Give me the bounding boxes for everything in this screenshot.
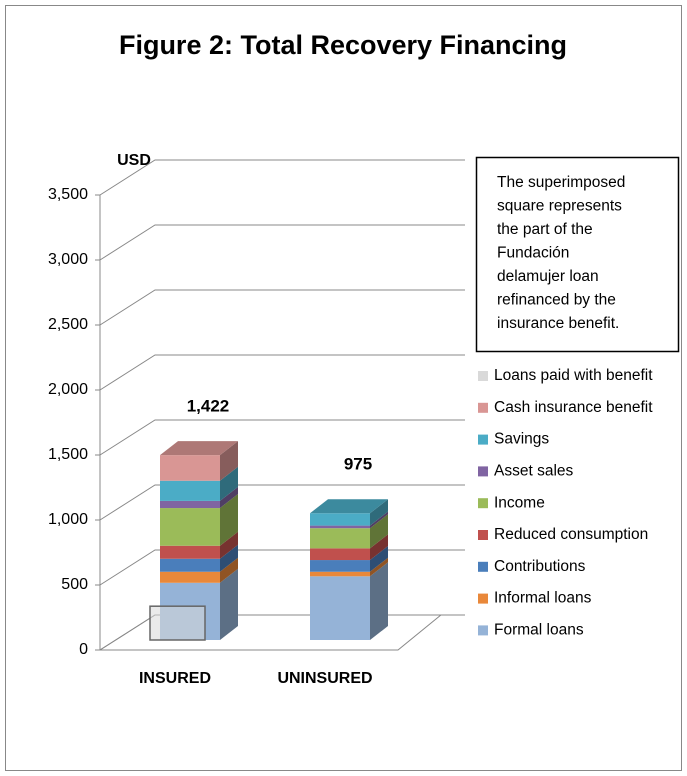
- bar-side: [370, 562, 388, 640]
- bar-side: [370, 511, 388, 529]
- bar-segment: [160, 500, 220, 509]
- y-tick-label: 1,500: [48, 446, 88, 463]
- note-line: refinanced by the: [497, 292, 616, 309]
- legend-swatch: [478, 371, 488, 381]
- y-tick-label: 3,500: [48, 186, 88, 203]
- bar-segment: [310, 525, 370, 529]
- grid-line: [99, 354, 465, 391]
- grid-line: [99, 159, 465, 196]
- bar-segment: [310, 513, 370, 526]
- grid-line: [99, 289, 465, 326]
- legend-label: Income: [494, 494, 545, 511]
- bar-side: [370, 546, 388, 572]
- legend-swatch: [478, 466, 488, 477]
- legend-swatch: [478, 561, 488, 572]
- x-tick-label: UNINSURED: [277, 670, 372, 687]
- note-line: square represents: [497, 198, 622, 215]
- bar-side: [220, 441, 238, 481]
- note-line: the part of the: [497, 221, 593, 238]
- legend-label: Asset sales: [494, 462, 574, 479]
- y-tick-label: 0: [79, 641, 88, 658]
- legend-label: Loans paid with benefit: [494, 367, 653, 384]
- bar-side: [370, 499, 388, 526]
- legend-swatch: [478, 593, 488, 604]
- bar-segment: [310, 576, 370, 640]
- bar-segment: [310, 528, 370, 549]
- bar-side: [370, 557, 388, 577]
- total-label: 1,422: [187, 397, 230, 416]
- bar-side: [220, 494, 238, 546]
- note-line: The superimposed: [497, 174, 625, 191]
- bar-side: [370, 534, 388, 561]
- legend-label: Reduced consumption: [494, 526, 648, 543]
- note-line: delamujer loan: [497, 268, 599, 285]
- note-box: [475, 156, 680, 353]
- legend-swatch: [478, 402, 488, 413]
- bar-top: [310, 499, 388, 514]
- legend-swatch: [478, 434, 488, 445]
- y-tick-label: 3,000: [48, 251, 88, 268]
- chart-title: Figure 2: Total Recovery Financing: [119, 30, 567, 60]
- note-line: insurance benefit.: [497, 315, 619, 332]
- bar-segment: [160, 455, 220, 481]
- note-line: Fundación: [497, 245, 569, 262]
- bar-side: [220, 557, 238, 583]
- legend-label: Informal loans: [494, 590, 592, 607]
- x-tick-label: INSURED: [139, 670, 211, 687]
- overlay-square: [149, 605, 206, 641]
- y-tick-label: 500: [61, 576, 88, 593]
- bar-side: [220, 568, 238, 640]
- bar-side: [220, 466, 238, 501]
- grid-line: [99, 484, 465, 521]
- bar-segment: [160, 558, 220, 572]
- legend-label: Savings: [494, 431, 549, 448]
- y-tick-label: 2,500: [48, 316, 88, 333]
- legend-swatch: [478, 498, 488, 509]
- grid-line: [99, 419, 465, 456]
- bar-segment: [310, 560, 370, 572]
- y-tick-label: 1,000: [48, 511, 88, 528]
- grid-line: [99, 224, 465, 261]
- bar-side: [220, 486, 238, 509]
- bar-segment: [160, 480, 220, 501]
- chart-frame: [5, 5, 682, 771]
- bar-segment: [310, 571, 370, 577]
- bar-side: [370, 514, 388, 549]
- legend-swatch: [478, 530, 488, 540]
- bar-side: [220, 531, 238, 559]
- y-axis-label: USD: [117, 152, 151, 169]
- bar-top: [160, 441, 238, 456]
- legend-label: Cash insurance benefit: [494, 399, 653, 416]
- bar-side: [220, 544, 238, 572]
- bar-segment: [310, 548, 370, 561]
- bar-segment: [160, 571, 220, 583]
- y-tick-label: 2,000: [48, 381, 88, 398]
- bar-segment: [160, 545, 220, 559]
- bar-segment: [160, 508, 220, 546]
- legend-label: Contributions: [494, 558, 586, 575]
- legend-swatch: [478, 625, 488, 636]
- total-label: 975: [344, 455, 372, 474]
- legend-label: Formal loans: [494, 621, 584, 638]
